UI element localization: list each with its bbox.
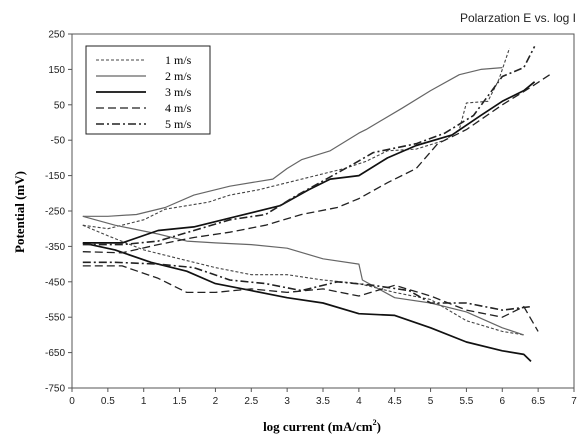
series-1-anodic-line <box>82 48 511 230</box>
legend-label: 1 m/s <box>165 53 192 67</box>
legend-label: 5 m/s <box>165 117 192 131</box>
y-axis-title: Potential (mV) <box>12 171 27 253</box>
series-4-cathodic-line <box>82 265 539 332</box>
x-tick-label: 6 <box>500 396 506 407</box>
y-tick-label: -550 <box>45 313 65 324</box>
legend-box <box>85 45 211 135</box>
series-2-anodic-line <box>82 67 503 217</box>
legend-label: 2 m/s <box>165 69 192 83</box>
legend-label: 4 m/s <box>165 101 192 115</box>
y-tick-label: -150 <box>45 171 65 182</box>
x-tick-label: 0.5 <box>101 396 115 407</box>
y-tick-label: -750 <box>45 384 65 395</box>
series-5-anodic-line <box>82 46 536 246</box>
x-tick-label: 2.5 <box>244 396 258 407</box>
x-axis-title-sup: 2 <box>373 418 377 427</box>
series-4-anodic-line <box>82 72 553 254</box>
x-tick-label: 4.5 <box>388 396 402 407</box>
x-axis-title: log current (mA/cm2) <box>263 418 381 434</box>
y-tick-label: -650 <box>45 348 65 359</box>
x-tick-label: 5 <box>428 396 434 407</box>
series-3-anodic-line <box>82 81 536 244</box>
x-tick-label: 1 <box>141 396 147 407</box>
x-tick-label: 6.5 <box>531 396 545 407</box>
y-tick-label: 250 <box>48 30 65 41</box>
y-tick-label: -250 <box>45 207 65 218</box>
y-tick-label: 50 <box>54 100 66 111</box>
y-tick-label: -450 <box>45 277 65 288</box>
series-layer <box>82 46 553 363</box>
x-tick-label: 3.5 <box>316 396 330 407</box>
y-axis: 250 150 50 -50 -150 -250 -350 -450 -550 -650 -750 <box>45 30 72 395</box>
series-5-cathodic-line <box>82 261 532 311</box>
x-axis-title-end: ) <box>377 419 381 434</box>
x-tick-label: 2 <box>213 396 219 407</box>
x-axis: 0 0.5 1 1.5 2 2.5 3 3.5 4 4.5 5 5.5 6 6.5 7 <box>69 388 577 407</box>
x-tick-label: 5.5 <box>459 396 473 407</box>
series-3-cathodic-line <box>82 242 532 363</box>
y-tick-label: -50 <box>51 136 66 147</box>
legend: 1 m/s 2 m/s 3 m/s 4 m/s 5 m/s <box>85 45 211 135</box>
y-tick-label: 150 <box>48 65 65 76</box>
x-tick-label: 3 <box>284 396 290 407</box>
x-tick-label: 7 <box>571 396 577 407</box>
series-1-cathodic-line <box>82 224 524 336</box>
x-tick-label: 1.5 <box>173 396 187 407</box>
legend-label: 3 m/s <box>165 85 192 99</box>
y-tick-label: -350 <box>45 242 65 253</box>
series-2-cathodic-line <box>82 215 524 336</box>
x-axis-title-main: log current (mA/cm <box>263 419 373 434</box>
chart-title: Polarzation E vs. log I <box>460 11 576 25</box>
x-tick-label: 0 <box>69 396 75 407</box>
x-tick-label: 4 <box>356 396 362 407</box>
